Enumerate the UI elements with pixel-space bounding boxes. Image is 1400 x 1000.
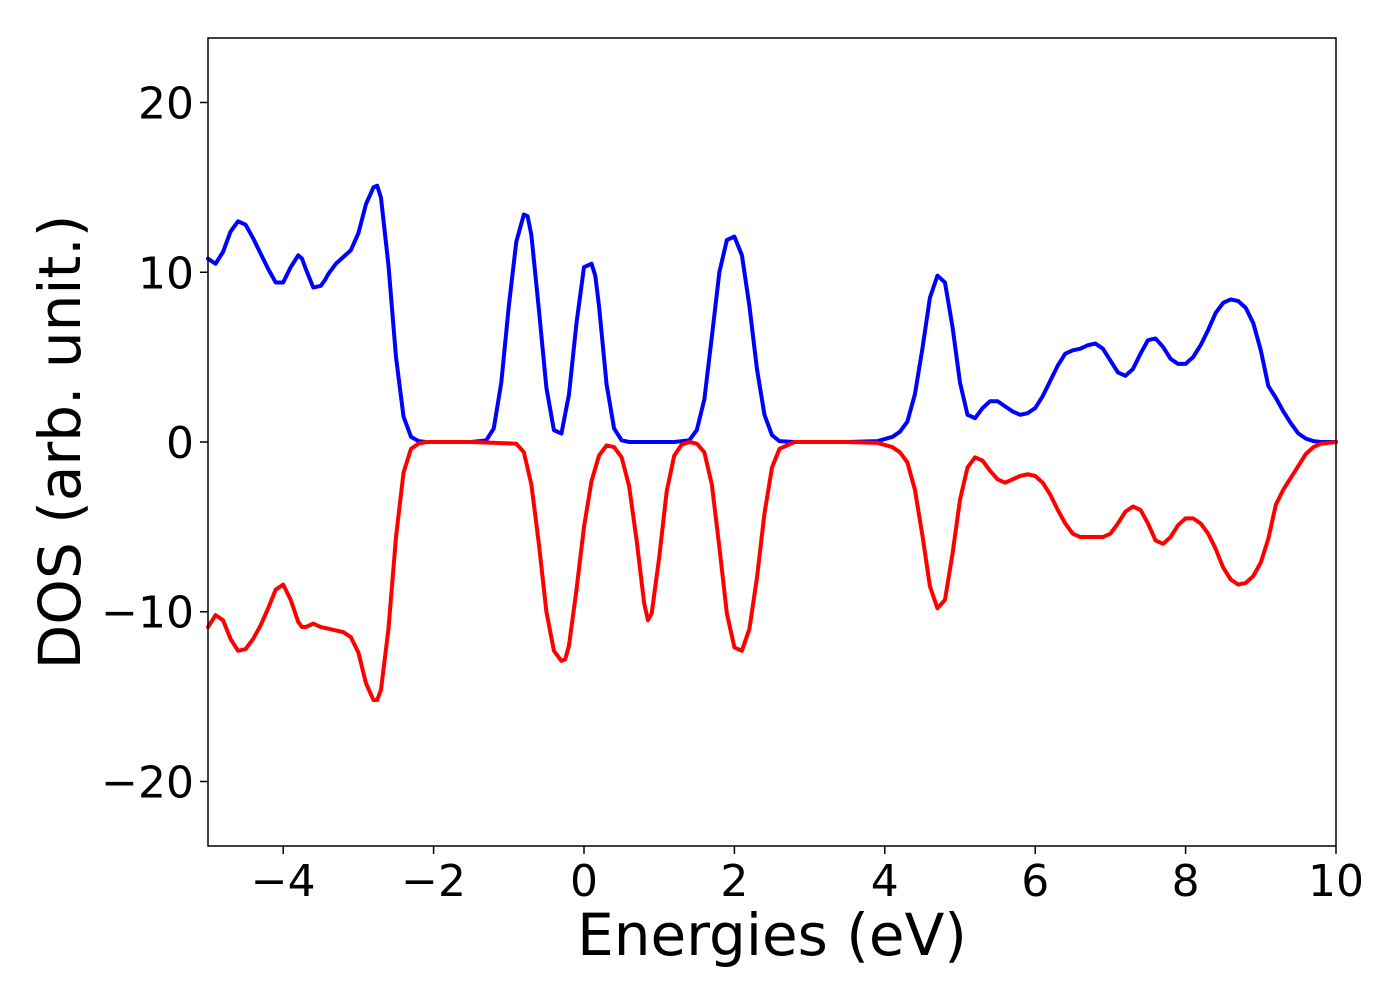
x-tick-label: 0 — [570, 856, 598, 907]
series-line-2 — [206, 440, 1338, 703]
x-tick-label: 10 — [1308, 856, 1364, 907]
x-tick-label: 4 — [871, 856, 899, 907]
x-tick-label: 2 — [720, 856, 748, 907]
y-tick-label: 0 — [166, 418, 194, 469]
x-axis: −4 −2 0 2 4 6 8 10 — [251, 846, 1364, 907]
y-tick-label: 20 — [138, 79, 194, 130]
plot-frame — [207, 37, 1337, 847]
x-tick-label: 8 — [1172, 856, 1200, 907]
x-tick-label: −4 — [251, 856, 316, 907]
y-tick-label: 10 — [138, 248, 194, 299]
x-tick-label: −2 — [401, 856, 466, 907]
x-tick-label: 6 — [1021, 856, 1049, 907]
series-line-1 — [206, 183, 1338, 444]
y-tick-label: −20 — [101, 757, 194, 808]
x-axis-label: Energies (eV) — [577, 901, 967, 969]
y-axis: 20 10 0 −10 −20 — [101, 79, 208, 808]
series-group — [206, 183, 1338, 703]
y-tick-label: −10 — [101, 588, 194, 639]
y-axis-label: DOS (arb. unit.) — [26, 215, 94, 670]
